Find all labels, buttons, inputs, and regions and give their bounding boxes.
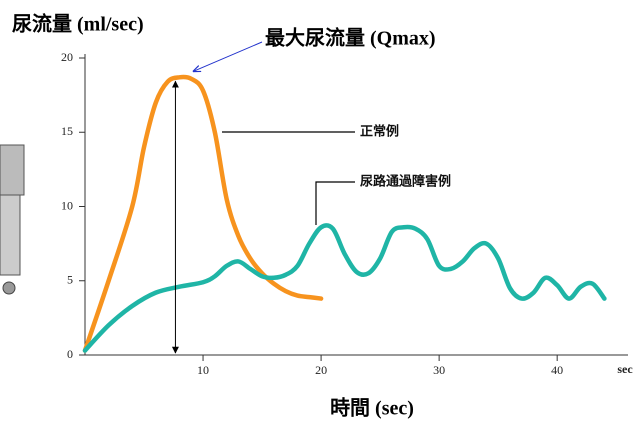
legend-label: 正常例 (360, 124, 399, 140)
y-tick-label: 0 (67, 347, 73, 361)
device-illustration (0, 145, 24, 294)
series-line (85, 225, 604, 350)
legend-label: 尿路通過障害例 (360, 174, 451, 190)
x-axis-label: 時間 (sec) (330, 396, 414, 420)
y-tick-label: 15 (61, 124, 73, 138)
annotation-arrow (193, 42, 262, 71)
y-tick-label: 5 (67, 273, 73, 287)
x-tick-label: 40 (551, 363, 563, 377)
x-tick-label: 30 (433, 363, 445, 377)
chart: 尿流量 (ml/sec) 最大尿流量 (Qmax) 時間 (sec) sec 0… (0, 0, 640, 426)
y-axis-label: 尿流量 (ml/sec) (12, 12, 144, 36)
leader-line (316, 182, 355, 225)
annotation: 最大尿流量 (Qmax) (265, 26, 436, 50)
x-axis-end-label: sec (617, 362, 633, 376)
x-tick-label: 20 (315, 363, 327, 377)
series-line (85, 77, 321, 351)
y-tick-label: 20 (61, 50, 73, 64)
y-tick-label: 10 (61, 198, 73, 212)
x-tick-label: 10 (197, 363, 209, 377)
